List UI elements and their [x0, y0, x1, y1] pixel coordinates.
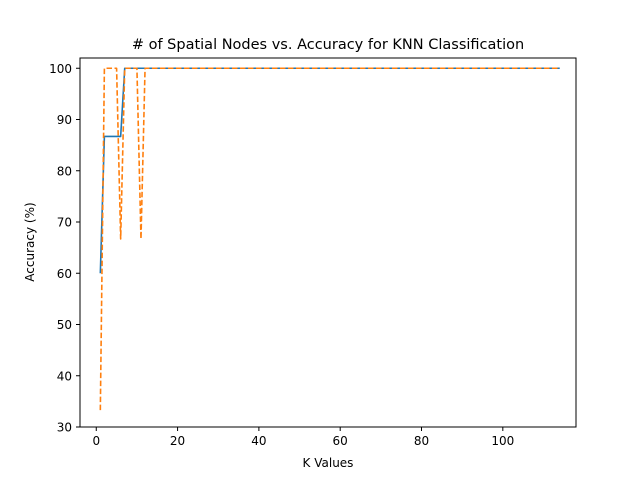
y-tick-label: 40 — [57, 369, 72, 383]
x-tick-label: 0 — [92, 434, 100, 448]
x-tick-label: 60 — [333, 434, 348, 448]
series-layer — [99, 67, 560, 411]
y-axis-ticks: 30 40 50 60 70 80 90 100 — [49, 62, 80, 435]
y-tick-label: 30 — [57, 421, 72, 435]
x-tick-label: 40 — [251, 434, 266, 448]
plot-frame — [79, 57, 577, 428]
x-tick-label: 80 — [414, 434, 429, 448]
x-tick-label: 20 — [170, 434, 185, 448]
y-tick-label: 70 — [57, 216, 72, 230]
y-tick-label: 50 — [57, 318, 72, 332]
chart-title: # of Spatial Nodes vs. Accuracy for KNN … — [132, 37, 524, 53]
x-tick-label: 100 — [491, 434, 514, 448]
y-tick-label: 90 — [57, 113, 72, 127]
y-axis-label: Accuracy (%) — [23, 202, 37, 281]
y-tick-label: 80 — [57, 164, 72, 178]
plot-area — [80, 58, 576, 427]
y-tick-label: 100 — [49, 62, 72, 76]
x-axis-label: K Values — [303, 456, 354, 470]
x-axis-ticks: 0 20 40 60 80 100 — [92, 427, 514, 448]
series-line-2 — [99, 67, 560, 411]
y-tick-label: 60 — [57, 267, 72, 281]
